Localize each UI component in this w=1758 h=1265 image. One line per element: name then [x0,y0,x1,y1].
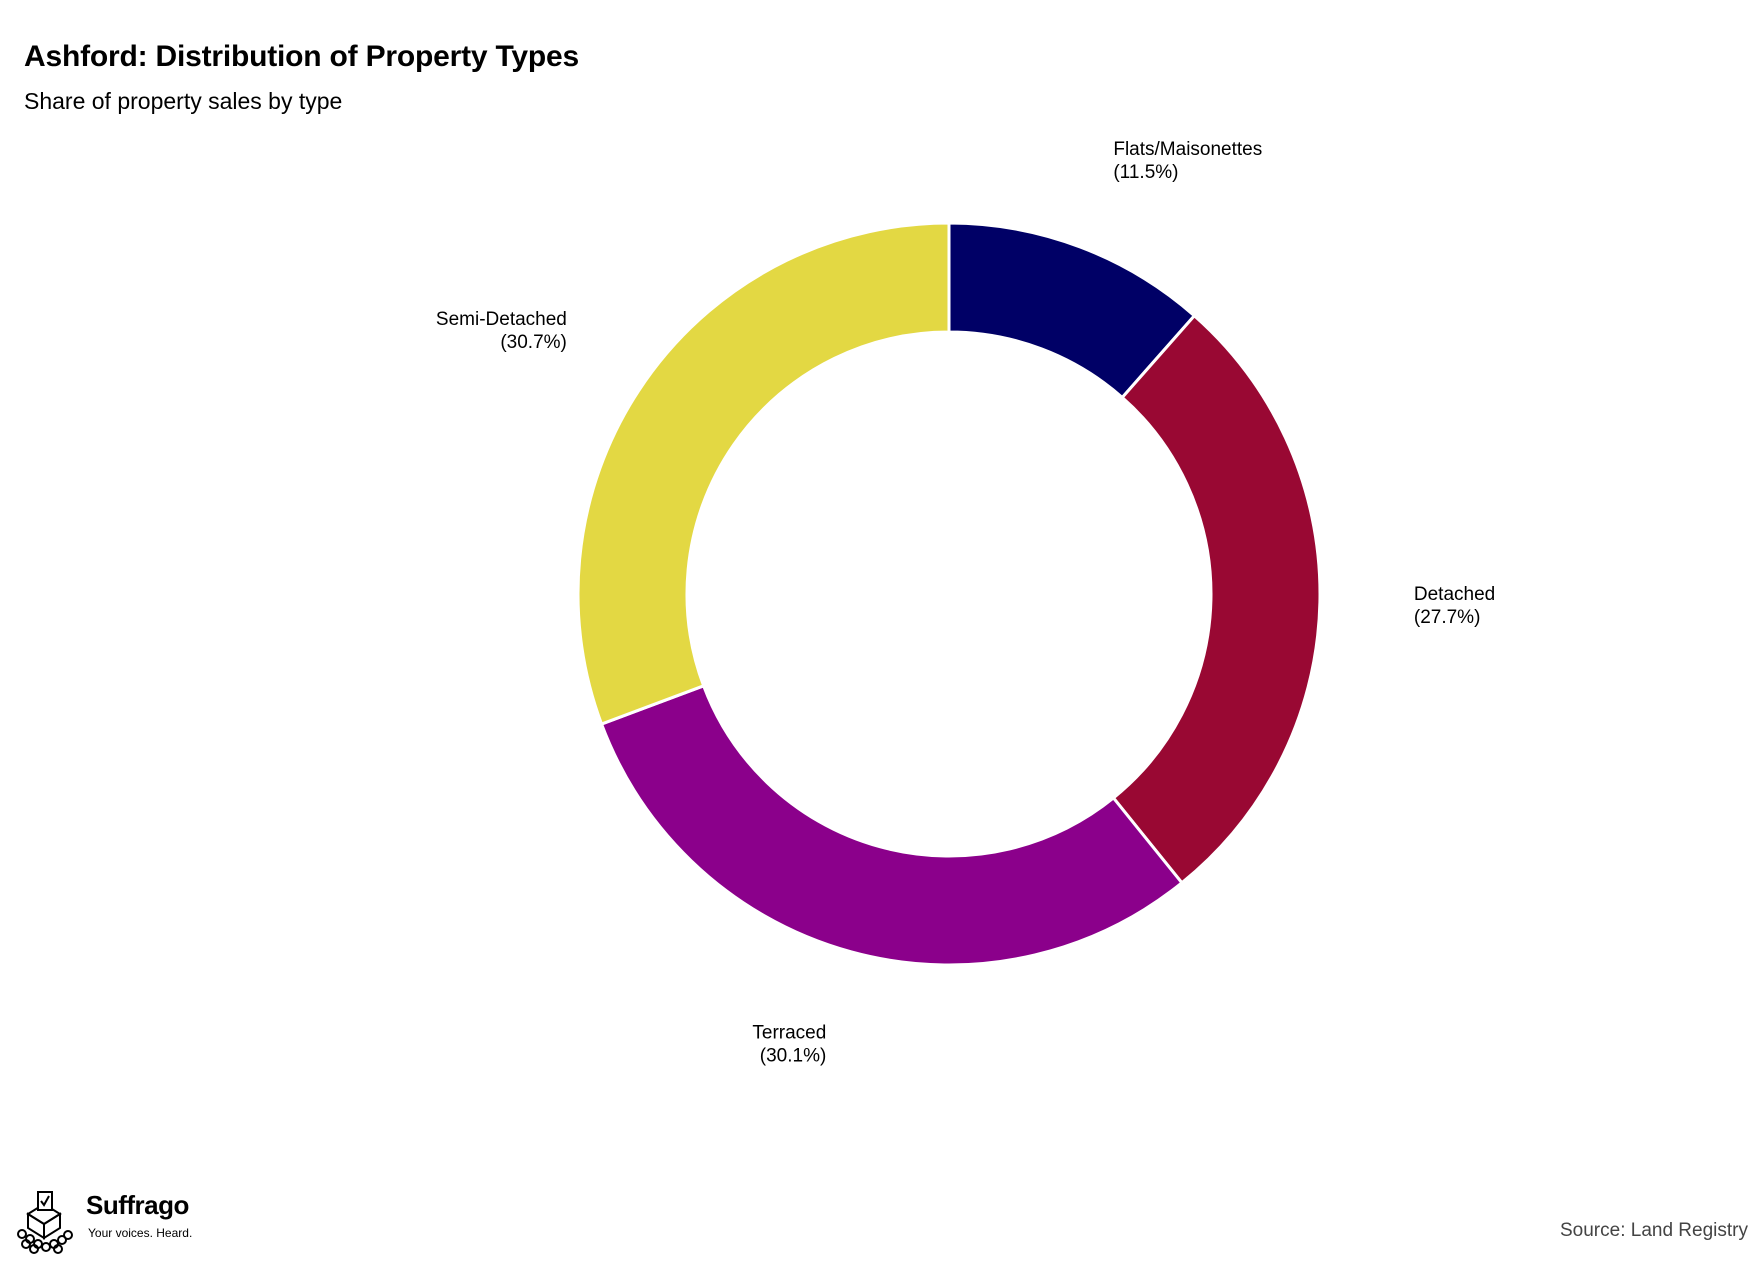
slice-labels: Flats/Maisonettes (11.5%) Detached (27.7%) T… [436,139,1495,1067]
source-note: Source: Land Registry [1560,1220,1748,1241]
slice-label-terraced: Terraced (30.1%) [752,1023,826,1067]
slice-percent: (27.7%) [1414,607,1481,628]
donut-slice-detached [1111,313,1322,885]
slice-percent: (11.5%) [1113,162,1178,183]
donut-slice-terraced [599,683,1184,967]
donut-slice-semi-detached [576,221,951,726]
slice-label-detached: Detached (27.7%) [1414,584,1495,628]
slice-label-flats-maisonettes: Flats/Maisonettes (11.5%) [1113,139,1262,183]
chart-title: Ashford: Distribution of Property Types [24,40,579,73]
donut-slices [576,221,1322,967]
logo-tagline: Your voices. Heard. [88,1226,193,1240]
slice-percent: (30.7%) [500,332,567,353]
logo-name: Suffrago [86,1190,189,1220]
ballot-box-crowd-icon [17,1191,73,1254]
slice-name: Semi-Detached [436,309,567,330]
slice-name: Detached [1414,584,1495,605]
slice-name: Terraced [752,1023,826,1044]
slice-label-semi-detached: Semi-Detached (30.7%) [436,309,567,353]
chart-subtitle: Share of property sales by type [24,88,343,114]
slice-name: Flats/Maisonettes [1113,139,1262,160]
suffrago-logo: Suffrago Your voices. Heard. [14,1190,214,1254]
slice-percent: (30.1%) [760,1046,827,1067]
